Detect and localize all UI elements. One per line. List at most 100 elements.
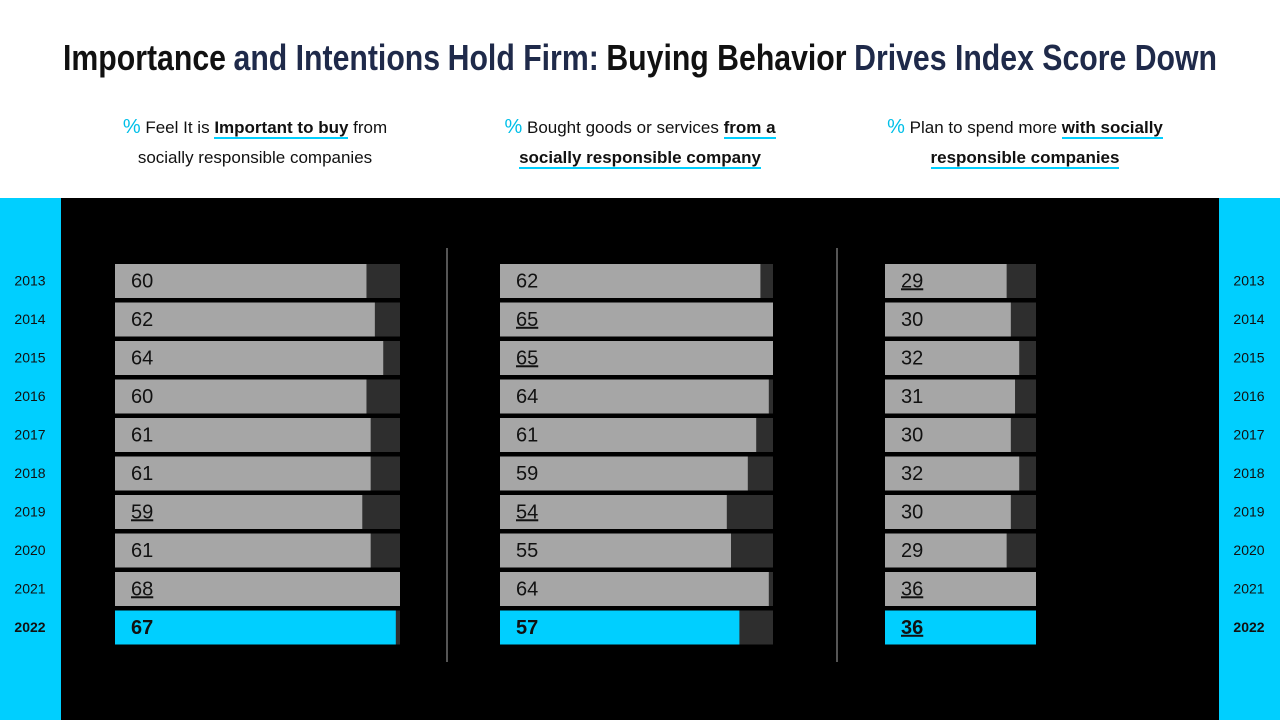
panel: 62 65 65 64 61 59 54 55 64 57 [500,264,773,645]
bar [115,264,367,298]
subtitle-part: from socially responsible companies [137,118,388,167]
bar [885,341,1020,375]
value-label: 65 [516,309,538,331]
year-label: 2016 [14,388,45,404]
year-label: 2017 [14,427,45,443]
bar [885,302,1011,337]
value-label: 59 [516,463,538,485]
year-label: 2017 [1233,427,1264,443]
bar [885,495,1011,529]
bar [115,379,367,414]
bar [885,456,1020,491]
percent-sign: % [504,116,523,138]
value-label: 64 [131,347,153,369]
title-part: Drives Index Score Down [854,37,1217,78]
value-label: 29 [901,540,923,562]
subtitle: % Bought goods or services from a social… [480,112,800,173]
bar [500,572,769,606]
title-part: Hold Firm: [448,37,599,78]
year-label: 2022 [1233,619,1264,635]
bar [115,495,363,529]
bar [115,610,396,645]
right-band [1219,198,1280,720]
year-label: 2018 [1233,465,1264,481]
value-label: 62 [131,309,153,331]
bar [115,418,371,452]
header-bg [0,0,1280,198]
panel: 60 62 64 60 61 61 59 61 68 67 [115,264,400,645]
bar [885,264,1007,298]
bar [115,341,384,375]
subtitle: % Feel It is Important to buy from socia… [95,112,415,173]
value-label: 54 [516,501,538,523]
value-label: 64 [516,386,538,408]
percent-sign: % [122,116,141,138]
subtitle-part: Feel It is [145,118,210,137]
bar [500,302,773,337]
value-label: 60 [131,386,153,408]
bar [885,572,1036,606]
bar [500,610,740,645]
value-label: 62 [516,270,538,292]
value-label: 67 [131,617,153,639]
year-label: 2015 [14,350,45,366]
year-label: 2019 [1233,504,1264,520]
bar [115,456,371,491]
value-label: 31 [901,386,923,408]
value-label: 29 [901,270,923,292]
bar [500,456,748,491]
bar [885,533,1007,568]
bar [115,302,375,337]
value-label: 30 [901,309,923,331]
value-label: 61 [131,540,153,562]
year-label: 2020 [14,542,45,558]
value-label: 65 [516,347,538,369]
year-label: 2014 [1233,311,1264,327]
value-label: 30 [901,424,923,446]
title-part: and Intentions [234,37,441,78]
value-label: 60 [131,270,153,292]
subtitle: % Plan to spend more with socially respo… [865,112,1185,173]
bar [885,379,1016,414]
year-label: 2021 [14,581,45,597]
year-label: 2015 [1233,350,1264,366]
title: Importanceand IntentionsHold Firm:Buying… [63,37,1217,78]
year-label: 2018 [14,465,45,481]
value-label: 30 [901,501,923,523]
bar [500,341,773,375]
value-label: 32 [901,347,923,369]
subtitle-part: Plan to spend more [909,118,1058,137]
value-label: 61 [131,424,153,446]
subtitle-part: with socially responsible companies [930,118,1163,169]
year-label: 2014 [14,311,45,327]
year-label: 2019 [14,504,45,520]
panel: 29 30 32 31 30 32 30 29 36 36 [885,264,1036,645]
year-label: 2021 [1233,581,1264,597]
left-band [0,198,61,720]
percent-sign: % [887,116,905,138]
year-label: 2022 [14,619,45,635]
bar [115,533,371,568]
value-label: 64 [516,578,538,600]
value-label: 68 [131,578,153,600]
bar [500,533,731,568]
bar [115,572,400,606]
bar [500,495,727,529]
value-label: 61 [131,463,153,485]
value-label: 32 [901,463,923,485]
year-label: 2013 [14,273,45,289]
subtitle-part: Important to buy [214,118,349,139]
subtitle-part: from a socially responsible company [519,118,776,169]
year-label: 2016 [1233,388,1264,404]
value-label: 57 [516,617,538,639]
title-part: Buying Behavior [606,37,846,78]
title-part: Importance [63,37,226,78]
bar [500,264,761,298]
bar [885,610,1036,645]
year-label: 2013 [1233,273,1264,289]
value-label: 59 [131,501,153,523]
value-label: 55 [516,540,538,562]
value-label: 61 [516,424,538,446]
